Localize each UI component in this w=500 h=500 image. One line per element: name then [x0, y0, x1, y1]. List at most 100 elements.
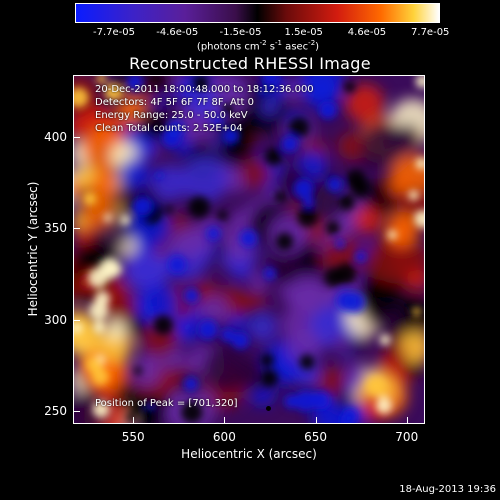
heatmap-blob	[311, 391, 330, 410]
heatmap-blob	[345, 84, 385, 123]
heatmap-blob	[103, 213, 112, 222]
heatmap-blob	[337, 132, 366, 161]
y-tick-label: 250	[44, 404, 67, 419]
heatmap-blob	[285, 328, 321, 364]
heatmap-blob	[168, 255, 187, 274]
heatmap-blob	[105, 318, 127, 341]
heatmap-blob	[333, 391, 354, 411]
heatmap-blob	[298, 365, 321, 388]
heatmap-blob	[323, 267, 344, 288]
heatmap-blob	[87, 267, 109, 288]
heatmap-blob	[197, 319, 219, 340]
y-tick-label: 300	[44, 312, 67, 327]
heatmap-blob	[180, 401, 203, 423]
heatmap-blob	[222, 103, 234, 115]
heatmap-blob	[126, 76, 143, 91]
y-tick-label: 400	[44, 130, 67, 145]
heatmap-blob	[353, 206, 382, 234]
heatmap-blob	[260, 97, 279, 116]
heatmap-blob	[120, 158, 151, 189]
heatmap-blob	[229, 241, 250, 262]
heatmap-blob	[260, 353, 274, 367]
heatmap-blob	[240, 158, 272, 190]
heatmap-blob	[260, 369, 278, 387]
heatmap-blob	[413, 209, 424, 229]
heatmap-blob	[343, 80, 356, 93]
heatmap-blob	[139, 283, 179, 323]
heatmap-blob	[415, 157, 424, 170]
heatmap-blob	[410, 271, 424, 290]
colorbar-tick-label: -1.5e-05	[219, 27, 262, 38]
heatmap-blob	[303, 196, 315, 208]
heatmap-blob	[186, 85, 220, 119]
colorbar-tick-label: 4.6e-05	[347, 27, 387, 38]
heatmap-blob	[335, 239, 346, 250]
heatmap-blob	[188, 196, 210, 218]
heatmap-blob	[344, 291, 366, 313]
info-line: 20-Dec-2011 18:00:48.000 to 18:12:36.000	[95, 84, 314, 95]
heatmap-blob	[183, 287, 200, 304]
heatmap-blob	[293, 178, 314, 199]
heatmap-blob	[275, 232, 294, 251]
heatmap-blob	[304, 76, 339, 110]
heatmap-blob	[155, 171, 164, 180]
heatmap-blob	[338, 194, 355, 211]
heatmap-blob	[327, 176, 343, 193]
heatmap-blob	[202, 345, 250, 393]
x-axis-label: Heliocentric X (arcsec)	[181, 447, 317, 461]
x-tick-label: 650	[304, 430, 328, 444]
peak-position-label: Position of Peak = [701,320]	[95, 398, 238, 409]
heatmap-blob	[268, 81, 286, 100]
x-tick-label: 550	[121, 430, 145, 444]
heatmap-blob	[415, 76, 424, 89]
heatmap-blob	[145, 76, 174, 96]
heatmap-blob	[385, 345, 406, 366]
heatmap-blob	[130, 318, 149, 336]
heatmap-blob	[183, 376, 199, 392]
heatmap-blob	[366, 377, 385, 396]
heatmap-blob	[83, 192, 97, 206]
heatmap-blob	[379, 334, 391, 346]
colorbar-tick-label: -4.6e-05	[156, 27, 199, 38]
x-tick-mark	[133, 417, 135, 424]
heatmap-blob	[264, 147, 283, 166]
heatmap-blob	[104, 261, 120, 276]
heatmap-blob	[91, 367, 110, 386]
heatmap-blob	[96, 76, 107, 84]
heatmap-blob	[99, 329, 133, 363]
heatmap-blob	[153, 315, 174, 335]
heatmap-blob	[345, 169, 366, 190]
heatmap-blob	[92, 400, 110, 419]
heatmap-blob	[262, 76, 280, 85]
colorbar	[75, 3, 440, 23]
heatmap-blob	[299, 354, 315, 370]
info-line: Detectors: 4F 5F 6F 7F 8F, Att 0	[95, 97, 255, 108]
heatmap-blob	[317, 367, 348, 397]
heatmap-blob	[284, 394, 299, 409]
y-tick-mark	[73, 411, 80, 413]
heatmap-blob	[124, 251, 167, 294]
plot-area	[73, 75, 425, 424]
heatmap-blob	[133, 359, 161, 388]
heatmap-blob	[390, 153, 424, 200]
heatmap-blob	[275, 191, 286, 203]
heatmap-blob	[375, 397, 393, 414]
heatmap-blob	[284, 82, 303, 102]
y-tick-mark	[73, 137, 80, 139]
heatmap-blob	[120, 215, 131, 226]
heatmap-blob	[344, 363, 367, 386]
heatmap-blob	[227, 314, 247, 333]
heatmap-blob	[131, 402, 143, 414]
heatmap-blob	[258, 87, 267, 96]
y-tick-mark	[73, 319, 80, 321]
heatmap-blob	[89, 301, 109, 321]
heatmap-blob	[288, 116, 310, 139]
heatmap-blob	[164, 205, 174, 214]
heatmap-blob	[93, 321, 106, 334]
heatmap-blob	[172, 226, 205, 259]
info-line: Energy Range: 25.0 - 50.0 keV	[95, 110, 248, 121]
heatmap-blob	[360, 120, 408, 168]
heatmap-blob	[206, 226, 221, 241]
x-tick-mark	[224, 417, 226, 424]
heatmap-blob	[390, 240, 424, 281]
